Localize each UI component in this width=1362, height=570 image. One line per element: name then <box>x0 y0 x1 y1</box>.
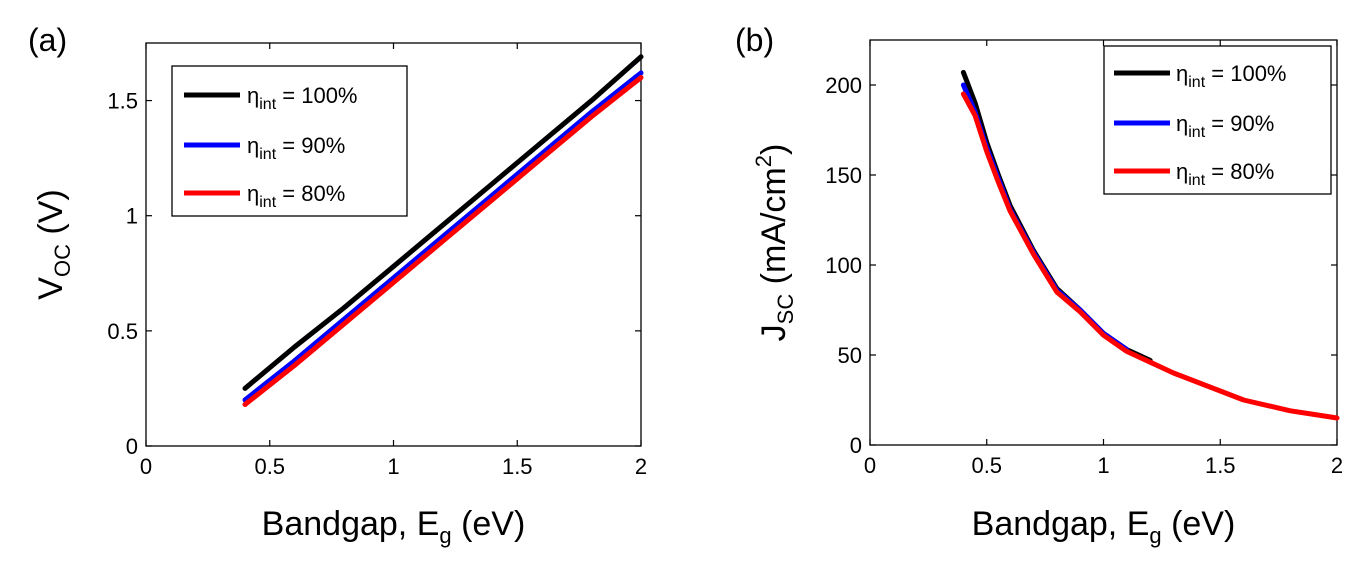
x-tick-label: 0 <box>140 454 152 479</box>
legend-label-1: ηint = 90% <box>1176 111 1274 141</box>
chart-panel-1: 0 0.5 1 1.5 2 0 50 100 150 200 Bandgap, Eg (eV) JSC… <box>751 39 1343 548</box>
y-tick-label: 1 <box>126 204 138 229</box>
y-axis-title-main: V <box>32 277 70 300</box>
series-line-2 <box>242 75 644 407</box>
y-tick-label: 200 <box>825 73 862 98</box>
y-tick-label: 0.5 <box>107 319 138 344</box>
legend-label-0: ηint = 100% <box>1176 61 1287 91</box>
x-tick-label: 0.5 <box>971 453 1002 478</box>
x-tick-label: 2 <box>635 454 647 479</box>
x-axis-title-sub: g <box>439 523 451 548</box>
series-line-2 <box>960 91 1340 421</box>
legend-label-2: ηint = 80% <box>1176 159 1274 189</box>
legend-label-tail: = 90% <box>276 133 345 158</box>
x-axis-title-tail: (eV) <box>452 505 526 543</box>
legend-label-tail: = 90% <box>1205 111 1274 136</box>
series-line-1 <box>242 70 644 403</box>
y-axis-title: JSC (mA/cm2) <box>751 144 798 342</box>
legend-label-0: ηint = 100% <box>247 83 358 113</box>
x-axis-title: Bandgap, Eg (eV) <box>972 505 1236 548</box>
x-axis-title-main: Bandgap, E <box>972 505 1150 543</box>
x-axis-title-tail: (eV) <box>1162 505 1236 543</box>
legend-label-tail: = 80% <box>1205 159 1274 184</box>
legend-label-sub: int <box>1188 74 1205 91</box>
panel-label-b: (b) <box>735 22 775 58</box>
x-tick-label: 1.5 <box>1205 453 1236 478</box>
y-axis-title-sub: OC <box>50 244 75 277</box>
legend-label-tail: = 100% <box>276 83 357 108</box>
x-tick-label: 1.5 <box>502 454 533 479</box>
legend-label-main: η <box>1176 159 1188 184</box>
legend-label-main: η <box>1176 61 1188 86</box>
legend-label-sub: int <box>259 194 276 211</box>
chart-panel-0: 0 0.5 1 1.5 2 0 0.5 1 1.5 Bandgap, Eg (eV) VOC (V)… <box>32 42 647 548</box>
y-axis-title-main: J <box>755 324 793 341</box>
legend-label-2: ηint = 80% <box>247 181 345 211</box>
y-axis-title-tail2: ) <box>755 144 793 155</box>
legend-label-sub: int <box>259 146 276 163</box>
legend-label-tail: = 80% <box>276 181 345 206</box>
x-tick-label: 1 <box>1097 453 1109 478</box>
legend-label-main: η <box>247 83 259 108</box>
y-tick-label: 0 <box>850 433 862 458</box>
y-tick-label: 150 <box>825 163 862 188</box>
series-line-0 <box>242 54 644 391</box>
panel-label-a: (a) <box>28 22 68 58</box>
y-tick-label: 50 <box>838 343 862 368</box>
x-tick-label: 0.5 <box>254 454 285 479</box>
legend-label-main: η <box>1176 111 1188 136</box>
y-tick-label: 0 <box>126 434 138 459</box>
legend-label-sub: int <box>259 96 276 113</box>
legend-label-tail: = 100% <box>1205 61 1286 86</box>
x-axis-title-sub: g <box>1149 523 1161 548</box>
y-tick-label: 100 <box>825 253 862 278</box>
legend-label-main: η <box>247 181 259 206</box>
y-axis-title-tail: (V) <box>32 189 70 244</box>
x-axis-title-main: Bandgap, E <box>262 505 440 543</box>
y-axis-title: VOC (V) <box>32 189 75 299</box>
x-tick-label: 1 <box>387 454 399 479</box>
x-tick-label: 2 <box>1331 453 1343 478</box>
legend-label-sub: int <box>1188 124 1205 141</box>
series-line-1 <box>960 82 1130 353</box>
legend-label-sub: int <box>1188 172 1205 189</box>
y-axis-title-sub: SC <box>773 294 798 325</box>
y-tick-label: 1.5 <box>107 89 138 114</box>
y-axis-title-sup: 2 <box>751 155 776 167</box>
legend-label-main: η <box>247 133 259 158</box>
y-axis-title-tail: (mA/cm <box>755 167 793 294</box>
x-tick-label: 0 <box>864 453 876 478</box>
legend-label-1: ηint = 90% <box>247 133 345 163</box>
x-axis-title: Bandgap, Eg (eV) <box>262 505 526 548</box>
